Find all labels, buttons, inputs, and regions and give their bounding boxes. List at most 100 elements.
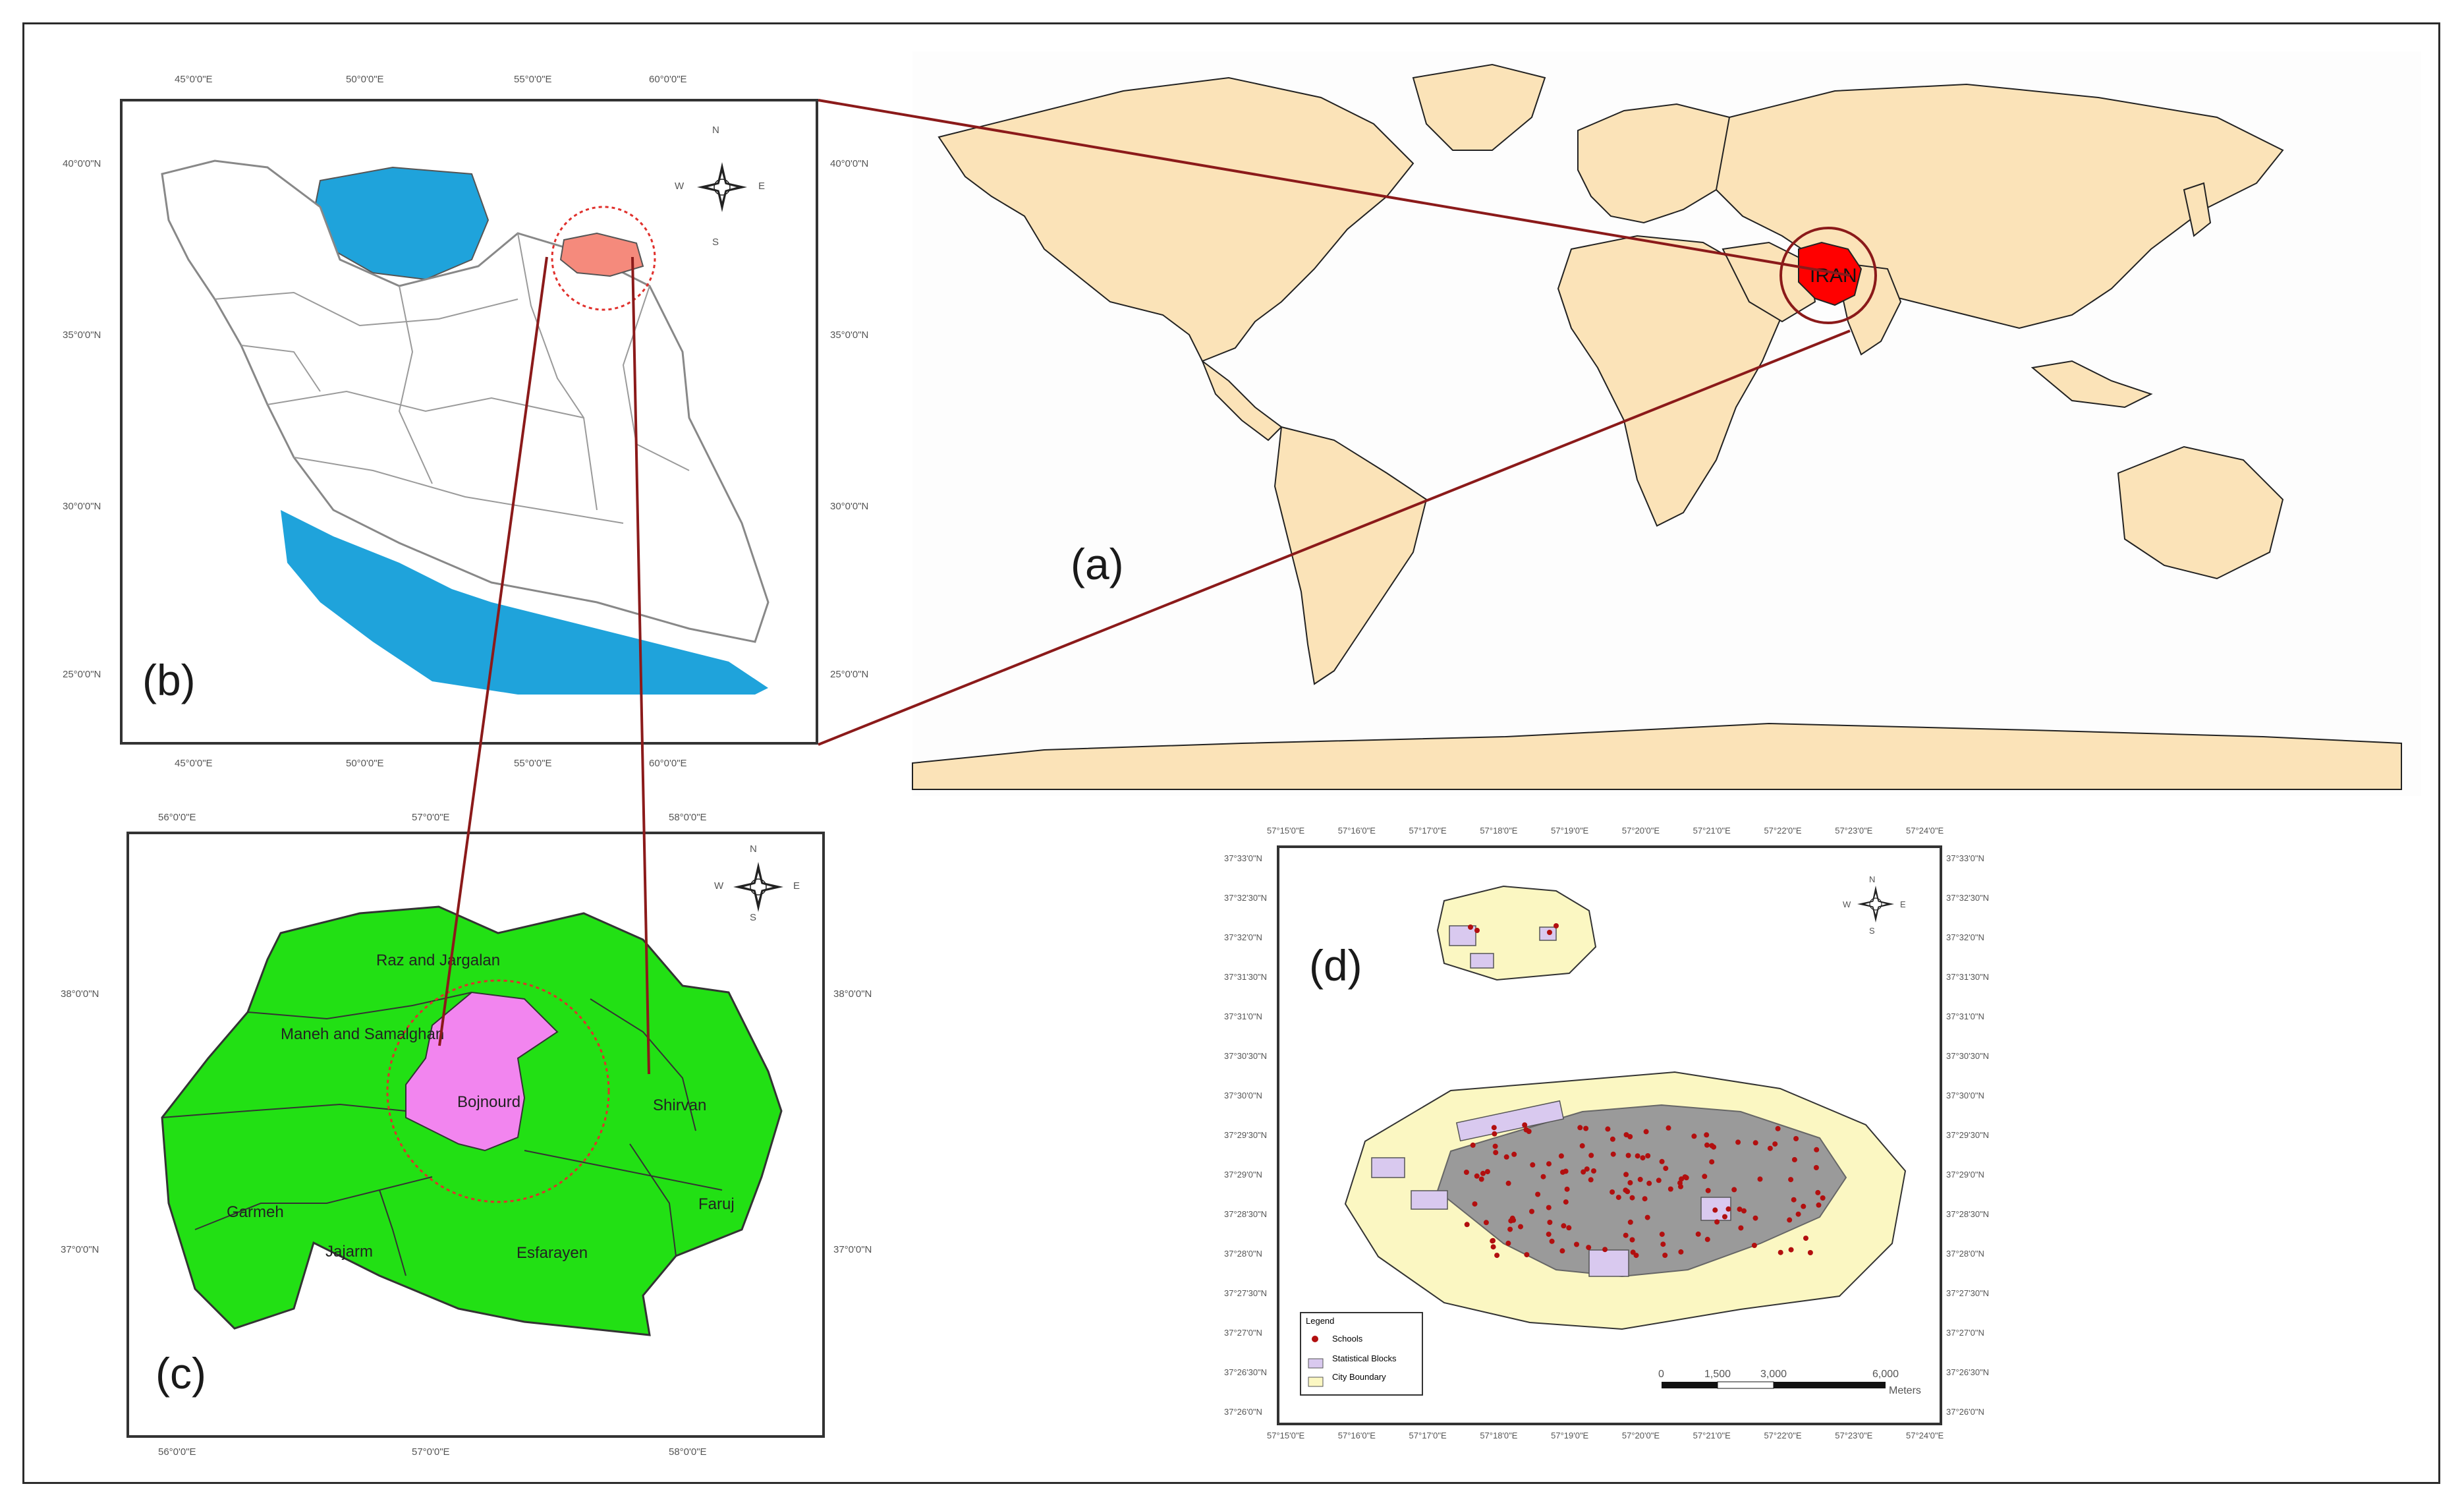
- d-xtick-top: 57°21'0"E: [1693, 826, 1731, 836]
- school-point: [1483, 1220, 1489, 1226]
- panel-d-label: (d): [1309, 941, 1362, 990]
- school-point: [1490, 1244, 1496, 1250]
- school-point: [1623, 1132, 1629, 1138]
- school-point: [1803, 1236, 1808, 1241]
- school-point: [1656, 1178, 1662, 1183]
- school-point: [1623, 1232, 1629, 1238]
- school-point: [1629, 1195, 1635, 1201]
- school-point: [1546, 1161, 1552, 1167]
- c-ytick-right-1: 38°0'0"N: [833, 988, 872, 1000]
- school-point: [1505, 1180, 1511, 1186]
- school-point: [1678, 1183, 1683, 1189]
- scale-tick-0: 0: [1658, 1369, 1664, 1380]
- school-point: [1644, 1214, 1650, 1220]
- school-point: [1564, 1186, 1570, 1192]
- school-point: [1579, 1143, 1585, 1149]
- d-xtick-bottom: 57°19'0"E: [1551, 1431, 1589, 1440]
- school-point: [1602, 1247, 1608, 1253]
- d-ytick-right: 37°28'0"N: [1946, 1249, 1984, 1259]
- school-point: [1791, 1156, 1797, 1162]
- school-point: [1725, 1206, 1731, 1212]
- school-point: [1524, 1252, 1530, 1258]
- place-garmeh: Garmeh: [227, 1203, 284, 1221]
- school-point: [1480, 1170, 1486, 1176]
- landmass-australia: [2117, 445, 2284, 580]
- school-point: [1815, 1189, 1821, 1195]
- school-point: [1767, 1145, 1773, 1151]
- panel-a-label: (a): [1071, 540, 1124, 588]
- school-point: [1625, 1152, 1631, 1158]
- d-ytick-left: 37°29'30"N: [1224, 1130, 1268, 1140]
- school-point: [1623, 1172, 1629, 1178]
- compass-n-d: N: [1869, 874, 1876, 884]
- school-point: [1493, 1150, 1499, 1156]
- d-ytick-right: 37°27'30"N: [1946, 1288, 1990, 1298]
- d-ytick-left: 37°30'0"N: [1224, 1091, 1262, 1100]
- d-ytick-right: 37°26'0"N: [1946, 1407, 1984, 1417]
- d-ytick-right: 37°26'30"N: [1946, 1367, 1990, 1377]
- school-point: [1588, 1177, 1594, 1183]
- scale-unit: Meters: [1889, 1385, 1921, 1396]
- compass-n-b: N: [712, 125, 719, 136]
- legend-item-statistical-blocks: Statistical Blocks: [1332, 1353, 1397, 1363]
- panel-d-bojnourd-city-map: N S W E Legend Schools Statistical Block…: [1277, 845, 1942, 1425]
- school-point: [1546, 1232, 1552, 1237]
- school-point: [1540, 1174, 1546, 1180]
- d-xtick-bottom: 57°22'0"E: [1764, 1431, 1802, 1440]
- school-point: [1577, 1125, 1583, 1131]
- school-point: [1549, 1238, 1555, 1244]
- b-xtick-top-1: 45°0'0"E: [175, 74, 213, 85]
- school-point: [1705, 1187, 1711, 1193]
- school-point: [1741, 1208, 1747, 1214]
- school-point: [1492, 1131, 1498, 1137]
- d-xtick-bottom: 57°21'0"E: [1693, 1431, 1731, 1440]
- d-ytick-left: 37°29'0"N: [1224, 1170, 1262, 1180]
- school-point: [1629, 1237, 1635, 1243]
- school-point: [1711, 1144, 1717, 1150]
- school-point: [1505, 1240, 1511, 1246]
- iran-label: IRAN: [1810, 265, 1857, 287]
- compass-e-d: E: [1900, 899, 1906, 909]
- school-point: [1642, 1196, 1648, 1202]
- school-point: [1752, 1140, 1758, 1146]
- b-xtick-bot-2: 50°0'0"E: [346, 758, 384, 769]
- school-point: [1775, 1125, 1781, 1131]
- d-ytick-right: 37°29'0"N: [1946, 1170, 1984, 1180]
- place-maneh-and-samalghan: Maneh and Samalghan: [281, 1025, 445, 1043]
- compass-rose-d: [1857, 886, 1894, 923]
- school-point: [1787, 1217, 1793, 1223]
- school-point: [1547, 930, 1552, 935]
- school-point: [1737, 1207, 1743, 1212]
- d-xtick-bottom: 57°24'0"E: [1906, 1431, 1944, 1440]
- school-points: [1463, 923, 1826, 1259]
- school-point: [1511, 1151, 1517, 1157]
- school-point: [1529, 1208, 1534, 1214]
- b-ytick-right-1: 40°0'0"N: [830, 158, 869, 169]
- school-point: [1610, 1136, 1615, 1142]
- b-xtick-top-2: 50°0'0"E: [346, 74, 384, 85]
- d-ytick-right: 37°28'30"N: [1946, 1209, 1990, 1219]
- school-point: [1566, 1225, 1572, 1231]
- c-xtick-bot-3: 58°0'0"E: [669, 1446, 707, 1458]
- school-point: [1816, 1202, 1822, 1208]
- scale-tick-6000: 6,000: [1872, 1369, 1899, 1380]
- c-xtick-top-1: 56°0'0"E: [158, 812, 196, 823]
- north-khorasan: [559, 232, 644, 277]
- school-point: [1627, 1219, 1633, 1225]
- urban-blocks: [1436, 1104, 1847, 1278]
- school-point: [1640, 1155, 1646, 1161]
- d-ytick-left: 37°26'30"N: [1224, 1367, 1268, 1377]
- d-xtick-bottom: 57°23'0"E: [1835, 1431, 1873, 1440]
- school-point: [1660, 1241, 1666, 1247]
- school-point: [1523, 1127, 1529, 1133]
- school-point: [1546, 1205, 1552, 1210]
- legend-title: Legend: [1306, 1316, 1335, 1326]
- panel-b-iran-map: N S W E (b): [120, 99, 818, 745]
- place-jajarm: Jajarm: [325, 1243, 374, 1261]
- school-point: [1547, 1220, 1553, 1225]
- d-ytick-left: 37°33'0"N: [1224, 853, 1262, 863]
- d-ytick-left: 37°28'30"N: [1224, 1209, 1268, 1219]
- c-xtick-top-3: 58°0'0"E: [669, 812, 707, 823]
- school-point: [1503, 1154, 1509, 1160]
- stat-blocks-main: [1371, 1100, 1731, 1277]
